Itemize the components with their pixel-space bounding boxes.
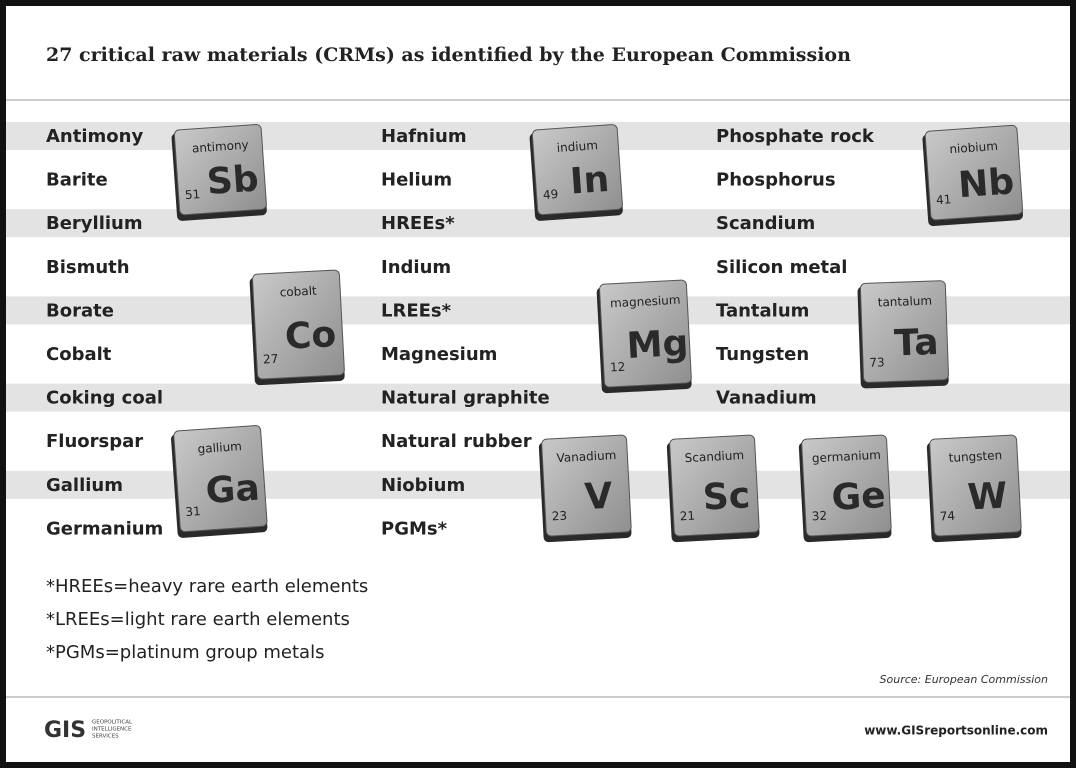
material: Scandium [716, 213, 815, 234]
material: PGMs* [381, 518, 448, 539]
tile-number: 74 [939, 509, 955, 524]
material: Phosphorus [716, 170, 836, 191]
material: Germanium [46, 518, 163, 539]
tile-name: cobalt [279, 284, 317, 300]
source: Source: European Commission [880, 673, 1049, 686]
tile-number: 31 [185, 504, 201, 519]
tile-symbol: Mg [626, 323, 690, 367]
material: Cobalt [46, 344, 112, 365]
tile-symbol: V [584, 476, 614, 518]
material: Tungsten [716, 344, 809, 365]
tile-number: 51 [184, 187, 200, 202]
material: Natural rubber [381, 431, 532, 452]
stripe [6, 471, 1070, 499]
tile-name: tantalum [877, 294, 932, 310]
tile-name: tungsten [948, 448, 1002, 465]
tile-number: 23 [551, 509, 567, 524]
material: Borate [46, 300, 114, 321]
material: HREEs* [381, 213, 455, 234]
tile-symbol: Co [284, 314, 337, 358]
footnote: *PGMs=platinum group metals [46, 642, 324, 663]
tile-number: 41 [936, 192, 952, 207]
tile-number: 27 [263, 352, 279, 367]
tile-symbol: Nb [957, 161, 1016, 206]
material: Tantalum [716, 300, 809, 321]
material: Beryllium [46, 213, 143, 234]
element-tile: indium 49 In [529, 124, 623, 221]
element-tile: tantalum 73 Ta [857, 281, 949, 389]
material: Phosphate rock [716, 126, 875, 147]
title: 27 critical raw materials (CRMs) as iden… [46, 44, 851, 66]
material: Magnesium [381, 344, 497, 365]
tile-symbol: Sb [205, 159, 259, 204]
tile-number: 73 [869, 355, 885, 370]
element-tile: cobalt 27 Co [249, 270, 345, 386]
tile-symbol: Sc [702, 475, 751, 518]
material: Antimony [46, 126, 143, 147]
footnote: *LREEs=light rare earth elements [46, 609, 350, 630]
material: Barite [46, 170, 108, 191]
stripe [6, 427, 1070, 455]
material: Silicon metal [716, 257, 847, 278]
logo-tagline: GEOPOLITICAL [92, 720, 133, 726]
tile-symbol: W [967, 475, 1009, 518]
tile-name: indium [556, 138, 598, 155]
material: Vanadium [716, 388, 817, 409]
tile-symbol: Ga [204, 467, 261, 512]
material: Helium [381, 170, 452, 191]
material: Bismuth [46, 257, 130, 278]
material: Fluorspar [46, 431, 143, 452]
material: Niobium [381, 475, 465, 496]
material: Natural graphite [381, 388, 550, 409]
footnote: *HREEs=heavy rare earth elements [46, 576, 368, 597]
element-tile: tungsten 74 W [926, 435, 1021, 543]
tile-number: 32 [811, 509, 827, 524]
material: Gallium [46, 475, 123, 496]
material: LREEs* [381, 300, 452, 321]
logo: GIS [44, 718, 86, 743]
tile-symbol: Ta [894, 322, 940, 365]
logo-tagline: INTELLIGENCE [92, 727, 132, 733]
tile-symbol: In [569, 159, 611, 203]
stripe [6, 253, 1070, 281]
material: Indium [381, 257, 451, 278]
logo-tagline: SERVICES [92, 734, 119, 740]
material: Coking coal [46, 388, 163, 409]
infographic: 27 critical raw materials (CRMs) as iden… [0, 0, 1076, 768]
tile-symbol: Ge [831, 475, 887, 519]
tile-number: 21 [679, 509, 695, 524]
tile-number: 49 [542, 187, 558, 202]
stripe [6, 514, 1070, 542]
website: www.GISreportsonline.com [864, 724, 1048, 738]
tile-number: 12 [610, 360, 626, 375]
material: Hafnium [381, 126, 467, 147]
